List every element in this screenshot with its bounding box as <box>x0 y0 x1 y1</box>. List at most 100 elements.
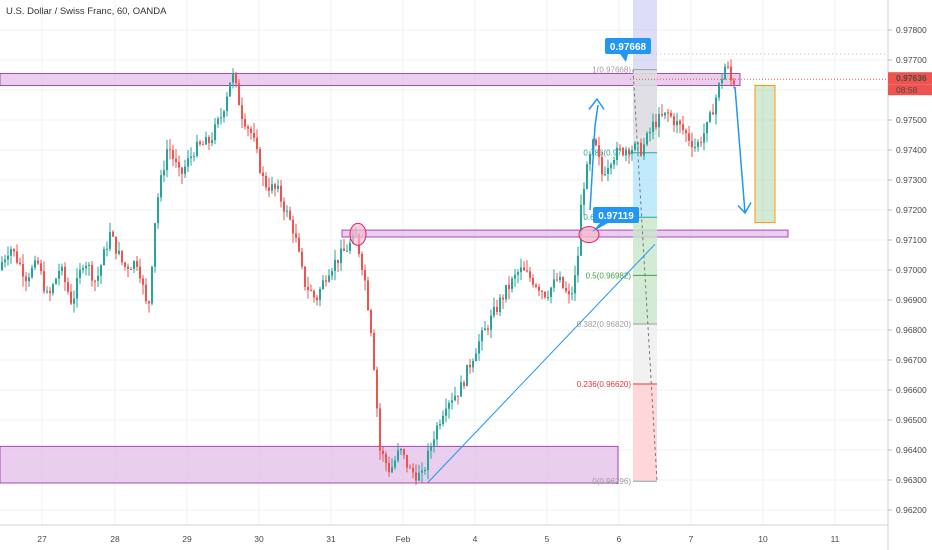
candle-body <box>436 425 438 440</box>
candle-body <box>400 449 402 451</box>
candle-body <box>418 472 420 481</box>
candle-body <box>199 141 201 145</box>
candle-body <box>643 144 645 156</box>
candle-body <box>676 120 678 126</box>
y-tick-label: 0.96700 <box>896 355 927 365</box>
y-tick-label: 0.96800 <box>896 325 927 335</box>
candle-body <box>460 382 462 397</box>
candle-body <box>7 255 9 260</box>
y-tick-label: 0.96400 <box>896 445 927 455</box>
candle-body <box>598 145 600 157</box>
candle-body <box>235 72 237 84</box>
candle-body <box>646 133 648 145</box>
candle-body <box>208 137 210 144</box>
candle-body <box>577 255 579 276</box>
candle-body <box>712 112 714 115</box>
y-tick-label: 0.96600 <box>896 385 927 395</box>
candle-body <box>178 162 180 168</box>
candle-body <box>586 164 588 189</box>
fib-level-label: 0.382(0.96820) <box>577 320 632 329</box>
fib-trend-line <box>632 69 658 482</box>
candle-body <box>688 133 690 141</box>
candle-body <box>340 248 342 264</box>
candle-body <box>25 276 27 282</box>
y-tick-label: 0.97100 <box>896 235 927 245</box>
candle-body <box>292 219 294 234</box>
candle-body <box>553 279 555 288</box>
fib-level-label: 0(0.96296) <box>592 477 631 486</box>
candle-body <box>262 172 264 176</box>
candle-body <box>538 286 540 291</box>
candle-body <box>295 233 297 238</box>
candle-body <box>88 264 90 266</box>
countdown-badge <box>888 84 932 96</box>
candle-body <box>364 269 366 281</box>
candle-body <box>34 260 36 268</box>
candle-body <box>388 463 390 473</box>
candle-body <box>628 149 630 154</box>
candle-body <box>229 82 231 97</box>
candle-body <box>16 251 18 263</box>
candle-body <box>256 137 258 149</box>
candle-body <box>31 267 33 278</box>
candle-body <box>382 450 384 454</box>
candle-body <box>268 187 270 191</box>
candle-body <box>259 148 261 173</box>
candle-body <box>286 210 288 212</box>
candle-body <box>193 156 195 158</box>
candle-body <box>217 118 219 125</box>
candle-body <box>511 278 513 290</box>
candle-body <box>196 141 198 157</box>
candle-body <box>478 341 480 354</box>
candle-body <box>289 210 291 220</box>
x-tick-label: 5 <box>545 534 550 544</box>
candle-body <box>541 290 543 292</box>
candle-body <box>28 277 30 282</box>
candle-body <box>82 268 84 270</box>
candle-body <box>694 147 696 149</box>
candle-body <box>700 141 702 143</box>
candle-body <box>406 454 408 468</box>
current-price-badge <box>888 72 932 85</box>
candle-body <box>343 248 345 252</box>
x-tick-label: 27 <box>37 534 47 544</box>
candle-body <box>124 262 126 267</box>
candle-body <box>373 332 375 370</box>
candle-body <box>250 128 252 134</box>
candle-body <box>724 66 726 80</box>
candle-body <box>361 253 363 270</box>
candle-body <box>658 113 660 128</box>
candle-body <box>568 291 570 295</box>
x-tick-label: 31 <box>326 534 336 544</box>
candle-body <box>640 142 642 156</box>
candle-body <box>379 408 381 451</box>
candle-body <box>430 446 432 451</box>
y-tick-label: 0.97000 <box>896 265 927 275</box>
candle-body <box>685 130 687 134</box>
candle-body <box>274 184 276 189</box>
y-tick-label: 0.97300 <box>896 175 927 185</box>
candle-body <box>265 175 267 188</box>
candle-body <box>697 141 699 148</box>
x-tick-label: Feb <box>396 534 411 544</box>
candle-body <box>223 111 225 118</box>
candle-body <box>409 467 411 469</box>
candle-body <box>334 259 336 272</box>
candle-body <box>715 97 717 115</box>
candle-body <box>304 266 306 287</box>
candle-body <box>517 272 519 275</box>
candle-body <box>535 284 537 287</box>
target-box <box>754 85 776 224</box>
candles <box>1 59 735 486</box>
price-zones <box>0 73 789 484</box>
highlight-ellipse <box>349 222 367 246</box>
candle-body <box>103 249 105 266</box>
candle-body <box>184 166 186 174</box>
candle-body <box>238 83 240 106</box>
x-tick-label: 6 <box>617 534 622 544</box>
candle-body <box>463 382 465 387</box>
candle-body <box>376 369 378 409</box>
callout-mid-pointer <box>592 223 608 232</box>
y-tick-label: 0.96500 <box>896 415 927 425</box>
